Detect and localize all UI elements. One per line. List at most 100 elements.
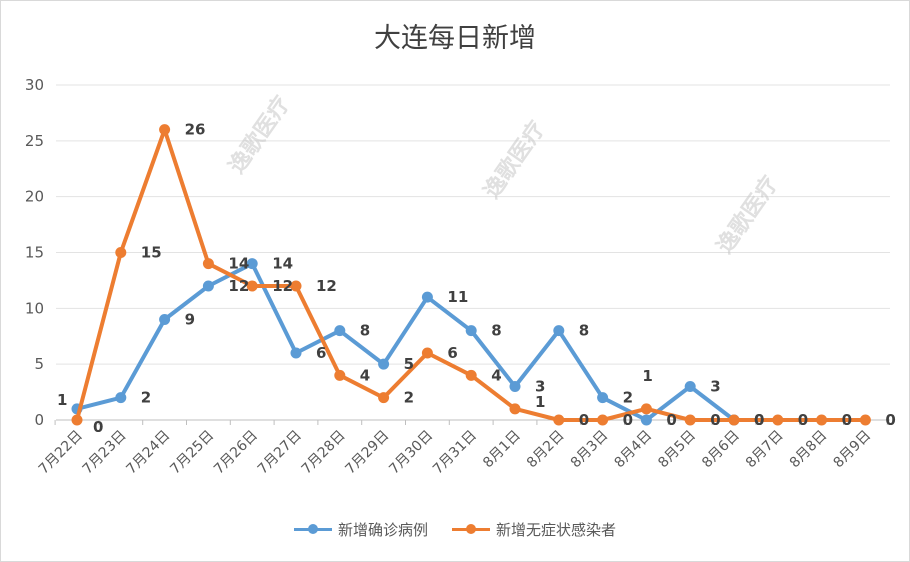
data-point	[71, 414, 83, 426]
data-point	[378, 358, 390, 370]
data-label: 14	[272, 255, 293, 273]
x-tick-label: 7月27日	[255, 428, 305, 478]
x-tick-label: 8月2日	[524, 428, 568, 472]
data-point	[684, 381, 696, 392]
data-point	[202, 258, 214, 270]
x-tick-label: 7月28日	[299, 428, 349, 478]
chart-title: 大连每日新增	[374, 23, 536, 54]
data-label: 12	[272, 277, 293, 295]
x-tick-label: 8月6日	[699, 428, 743, 472]
data-point	[334, 369, 346, 381]
data-label: 0	[623, 411, 633, 429]
data-point	[115, 247, 127, 258]
watermark: 逸歌医疗	[712, 171, 784, 258]
legend-label-confirmed: 新增确诊病例	[337, 521, 428, 539]
x-tick-label: 7月26日	[211, 428, 261, 478]
data-point	[553, 414, 565, 426]
data-point	[772, 414, 784, 426]
data-point	[159, 314, 171, 325]
series-line-0	[76, 261, 736, 422]
data-point	[334, 325, 346, 337]
data-label: 6	[316, 344, 326, 362]
data-label: 9	[185, 311, 195, 329]
data-label: 0	[93, 418, 103, 436]
legend-swatch-asymptomatic	[452, 524, 490, 534]
y-tick-label: 10	[25, 299, 44, 317]
x-tick-label: 7月23日	[80, 428, 130, 478]
legend-swatch-confirmed	[293, 524, 332, 534]
y-tick-label: 15	[25, 244, 44, 262]
data-label: 12	[316, 277, 337, 295]
x-tick-label: 8月5日	[655, 428, 699, 472]
data-point	[246, 258, 258, 270]
watermark: 逸歌医疗	[479, 116, 551, 203]
data-label: 0	[885, 411, 895, 429]
data-point	[597, 392, 609, 404]
data-label: 11	[447, 288, 468, 306]
x-tick-label: 7月24日	[123, 428, 173, 478]
y-tick-label: 0	[34, 411, 44, 429]
data-point	[290, 280, 302, 292]
data-label: 4	[491, 366, 501, 384]
data-point	[421, 347, 433, 359]
data-label: 0	[666, 411, 676, 429]
data-point	[246, 280, 258, 292]
watermark: 逸歌医疗	[224, 91, 296, 178]
legend-item-asymptomatic: 新增无症状感染者	[452, 519, 616, 540]
data-point	[115, 392, 127, 404]
data-point	[465, 369, 477, 381]
data-label: 2	[141, 389, 151, 407]
y-tick-label: 30	[25, 76, 44, 94]
data-point	[816, 414, 828, 426]
data-label: 0	[798, 411, 808, 429]
x-tick-label: 7月25日	[167, 428, 217, 478]
x-tick-label: 8月9日	[831, 428, 875, 472]
data-label: 5	[404, 355, 414, 373]
data-label: 14	[228, 255, 249, 273]
data-point	[465, 325, 477, 337]
x-tick-label: 8月8日	[787, 428, 831, 472]
data-label: 12	[228, 277, 249, 295]
x-tick-label: 7月31日	[430, 428, 480, 478]
y-tick-label: 25	[25, 132, 44, 150]
data-label: 1	[535, 393, 545, 411]
data-label: 26	[185, 121, 206, 139]
data-label: 3	[710, 378, 720, 396]
data-point	[640, 414, 652, 426]
data-label: 2	[623, 389, 633, 407]
data-label: 0	[710, 411, 720, 429]
data-label: 15	[141, 244, 162, 262]
data-point	[378, 392, 390, 404]
data-label: 6	[447, 344, 457, 362]
data-label: 0	[579, 411, 589, 429]
data-point	[509, 403, 521, 415]
data-point	[597, 414, 609, 426]
legend-label-asymptomatic: 新增无症状感染者	[496, 521, 617, 539]
legend: 新增确诊病例 新增无症状感染者	[0, 519, 910, 540]
x-tick-label: 8月3日	[568, 428, 612, 472]
data-label: 8	[491, 322, 501, 340]
data-point	[509, 381, 521, 392]
data-point	[202, 280, 214, 292]
data-point	[290, 347, 302, 359]
data-label: 1	[57, 391, 67, 409]
data-label: 2	[404, 389, 414, 407]
data-label: 8	[360, 322, 370, 340]
data-label: 1	[642, 367, 652, 385]
data-label: 0	[754, 411, 764, 429]
data-point	[640, 403, 652, 415]
x-tick-label: 7月22日	[36, 428, 86, 478]
data-point	[421, 291, 433, 303]
x-tick-label: 8月7日	[743, 428, 787, 472]
data-label: 0	[754, 411, 764, 429]
legend-item-confirmed: 新增确诊病例	[293, 519, 428, 540]
y-tick-label: 20	[25, 188, 44, 206]
x-tick-label: 8月4日	[612, 428, 656, 472]
data-label: 0	[842, 411, 852, 429]
data-point	[553, 325, 565, 337]
data-point	[684, 414, 696, 426]
data-point	[728, 414, 740, 426]
y-tick-label: 5	[34, 355, 44, 373]
